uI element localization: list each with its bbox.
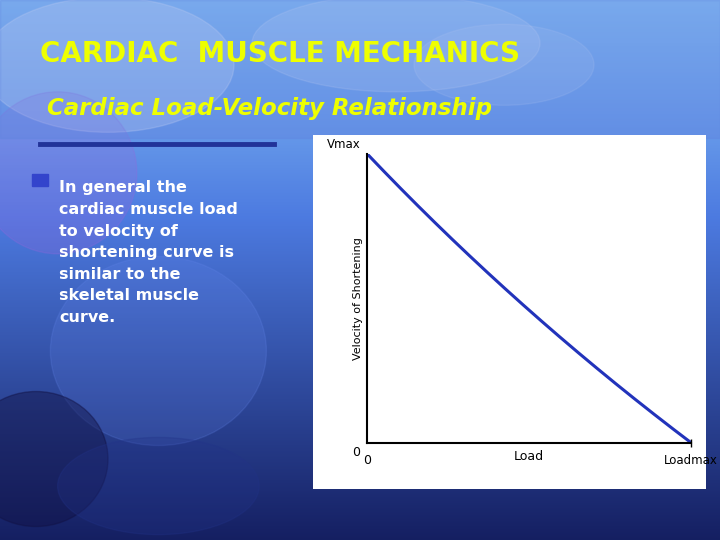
Bar: [0, 0, 720, 138]
Y-axis label: Velocity of Shortening: Velocity of Shortening: [353, 237, 363, 360]
X-axis label: Load: Load: [514, 450, 544, 463]
Ellipse shape: [0, 0, 234, 132]
Bar: [313, 135, 706, 489]
Text: Vmax: Vmax: [326, 138, 360, 151]
Text: In general the
cardiac muscle load
to velocity of
shortening curve is
similar to: In general the cardiac muscle load to ve…: [59, 180, 238, 325]
Text: Cardiac Load-Velocity Relationship: Cardiac Load-Velocity Relationship: [47, 97, 492, 119]
Ellipse shape: [58, 437, 259, 535]
Text: CARDIAC  MUSCLE MECHANICS: CARDIAC MUSCLE MECHANICS: [40, 40, 520, 68]
Ellipse shape: [414, 24, 594, 105]
Ellipse shape: [252, 0, 540, 92]
Ellipse shape: [50, 256, 266, 446]
Bar: [32, 174, 48, 186]
Text: Loadmax: Loadmax: [665, 454, 718, 467]
Ellipse shape: [0, 92, 137, 254]
Ellipse shape: [0, 392, 108, 526]
Text: 0: 0: [363, 454, 372, 467]
Text: 0: 0: [352, 446, 360, 458]
